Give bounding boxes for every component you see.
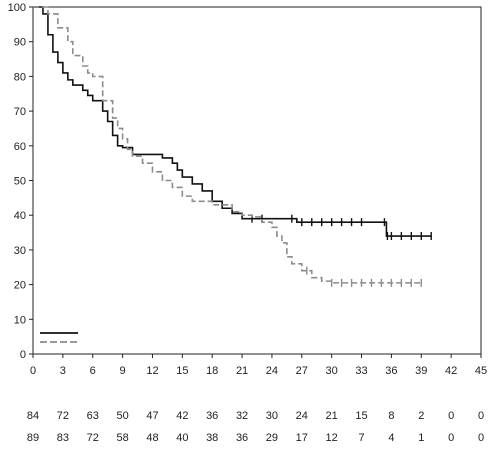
y-tick-label: 100	[8, 2, 26, 14]
risk-count: 7	[358, 432, 364, 444]
x-tick-label: 30	[326, 365, 338, 377]
x-tick-label: 45	[475, 365, 487, 377]
risk-count: 30	[266, 410, 278, 422]
risk-count: 15	[355, 410, 367, 422]
x-tick-label: 21	[236, 365, 248, 377]
x-tick-label: 33	[355, 365, 367, 377]
risk-count: 38	[206, 432, 218, 444]
risk-count: 0	[448, 432, 454, 444]
risk-count: 0	[478, 432, 484, 444]
risk-count: 21	[326, 410, 338, 422]
risk-count: 48	[146, 432, 158, 444]
x-tick-label: 24	[266, 365, 278, 377]
survival-curve-1	[33, 6, 432, 237]
risk-table: 84 72 63 50 47 42 36 32 30 24 21 15 8 2 0 089 83 72 58 48 40…	[27, 410, 484, 444]
y-tick-label: 10	[14, 314, 26, 326]
risk-count: 84	[27, 410, 39, 422]
x-tick-label: 15	[176, 365, 188, 377]
x-tick-label: 6	[90, 365, 96, 377]
risk-count: 8	[388, 410, 394, 422]
risk-count: 63	[87, 410, 99, 422]
risk-count: 0	[478, 410, 484, 422]
y-tick-label: 40	[14, 210, 26, 222]
risk-count: 36	[206, 410, 218, 422]
survival-curves	[33, 6, 432, 287]
risk-count: 29	[266, 432, 278, 444]
y-tick-label: 0	[20, 349, 26, 361]
risk-count: 4	[388, 432, 394, 444]
y-tick-label: 20	[14, 280, 26, 292]
y-tick-label: 60	[14, 141, 26, 153]
y-tick-label: 70	[14, 106, 26, 118]
x-tick-label: 18	[206, 365, 218, 377]
risk-count: 89	[27, 432, 39, 444]
risk-count: 24	[296, 410, 308, 422]
plot-border	[32, 6, 482, 355]
risk-count: 12	[326, 432, 338, 444]
risk-count: 32	[236, 410, 248, 422]
y-tick-label: 30	[14, 245, 26, 257]
risk-count: 42	[176, 410, 188, 422]
risk-count: 1	[418, 432, 424, 444]
plot-area	[32, 6, 482, 355]
risk-count: 58	[116, 432, 128, 444]
x-tick-label: 9	[120, 365, 126, 377]
risk-count: 2	[418, 410, 424, 422]
y-tick-label: 80	[14, 71, 26, 83]
risk-count: 40	[176, 432, 188, 444]
risk-count: 50	[116, 410, 128, 422]
risk-count: 83	[57, 432, 69, 444]
risk-count: 72	[87, 432, 99, 444]
x-tick-label: 0	[30, 365, 36, 377]
x-tick-label: 39	[415, 365, 427, 377]
x-tick-label: 36	[385, 365, 397, 377]
risk-count: 36	[236, 432, 248, 444]
x-tick-label: 12	[146, 365, 158, 377]
risk-count: 72	[57, 410, 69, 422]
risk-count: 47	[146, 410, 158, 422]
y-tick-label: 50	[14, 176, 26, 188]
risk-count: 17	[296, 432, 308, 444]
x-tick-label: 27	[296, 365, 308, 377]
y-axis: 0 10 20 30 40 50 60 70 80 90 100	[8, 2, 33, 361]
risk-count: 0	[448, 410, 454, 422]
x-tick-label: 3	[60, 365, 66, 377]
x-tick-label: 42	[445, 365, 457, 377]
x-axis: 0 3 6 9 12 15 18 21 24 27 30 33 36 39 42 45	[30, 354, 487, 377]
y-tick-label: 90	[14, 37, 26, 49]
survival-curve-2	[33, 6, 422, 284]
legend	[40, 332, 78, 343]
